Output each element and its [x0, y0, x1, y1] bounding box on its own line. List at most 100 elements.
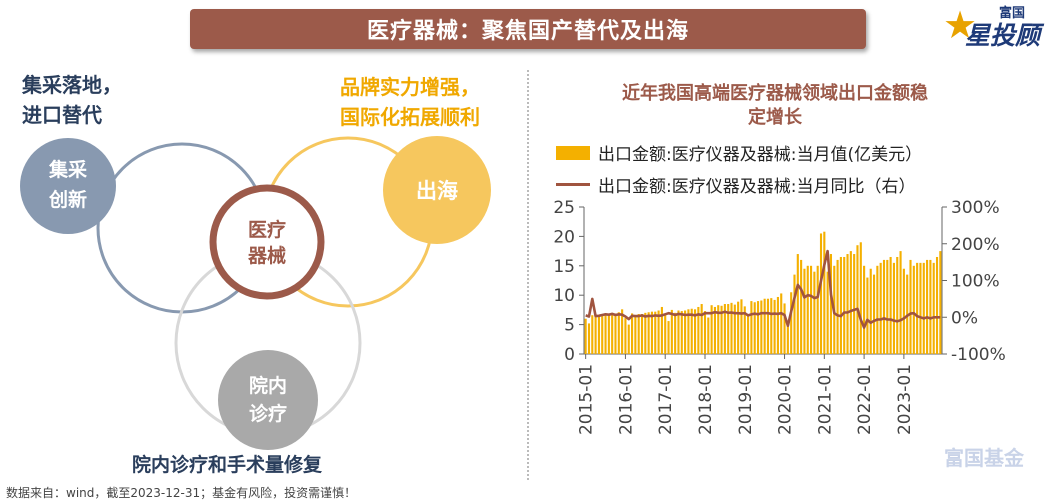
- center-node-bg: [209, 184, 325, 300]
- bar: [866, 277, 869, 354]
- bar: [856, 245, 859, 354]
- bar: [631, 313, 634, 354]
- bar: [717, 305, 720, 354]
- bar: [843, 256, 846, 354]
- bar: [654, 311, 657, 354]
- bar: [760, 300, 763, 354]
- bar: [889, 256, 892, 354]
- chart-title-line-2: 定增长: [748, 107, 802, 128]
- bar: [690, 308, 693, 354]
- bar: [740, 299, 743, 354]
- node-bottom-label-1: 院内: [249, 374, 287, 397]
- node-bottom-label-2: 诊疗: [249, 402, 287, 425]
- x-tick-label: 2019-01: [736, 364, 756, 435]
- bar: [876, 265, 879, 354]
- bar: [614, 313, 617, 354]
- bar: [660, 306, 663, 354]
- bar: [939, 251, 942, 354]
- bar: [829, 254, 833, 354]
- y-left-tick-label: 25: [553, 198, 575, 218]
- caption-right-line-1: 品牌实力增强，: [340, 75, 480, 99]
- bar: [627, 324, 630, 354]
- bar: [737, 301, 740, 354]
- bar: [882, 259, 886, 354]
- bar: [823, 231, 826, 354]
- bar: [796, 254, 799, 354]
- bar: [773, 299, 776, 354]
- bar: [766, 298, 770, 354]
- bar: [677, 310, 680, 354]
- bar: [594, 316, 597, 354]
- bar: [634, 315, 637, 354]
- legend-bar-label: 出口金额:医疗仪器及器械:当月值(亿美元）: [598, 145, 923, 165]
- bar: [790, 292, 793, 354]
- y-right-tick-label: -100%: [951, 345, 1006, 365]
- node-bottom-bg: [218, 350, 318, 450]
- bar: [584, 318, 587, 354]
- bar: [617, 312, 620, 354]
- page-title: 医疗器械：聚焦国产替代及出海: [366, 19, 689, 44]
- bar: [733, 304, 736, 354]
- bar: [611, 312, 614, 354]
- bar: [650, 311, 654, 354]
- bar: [806, 265, 809, 354]
- bar: [707, 317, 710, 354]
- y-left-tick-label: 15: [553, 257, 575, 277]
- venn-diagram: 集采 创新 出海 院内 诊疗 医疗 器械: [20, 136, 491, 450]
- bar: [902, 268, 905, 354]
- bar: [763, 298, 766, 354]
- bar: [916, 262, 919, 354]
- bar: [674, 312, 677, 354]
- bar: [872, 274, 876, 354]
- y-left-tick-label: 20: [553, 227, 575, 247]
- bar: [886, 259, 889, 354]
- bar: [624, 318, 627, 354]
- export-chart: 25 20 15 10 5 0 300% 200% 100% 0% -100% 2015-01 2016…: [553, 198, 1006, 435]
- bar: [664, 315, 667, 354]
- bar: [929, 259, 932, 354]
- bar: [859, 242, 862, 354]
- bar: [607, 314, 610, 354]
- bar: [932, 262, 935, 354]
- caption-bottom: 院内诊疗和手术量修复: [132, 454, 323, 476]
- legend-line-item: 出口金额:医疗仪器及器械:当月同比（右）: [556, 172, 915, 197]
- bar: [935, 256, 939, 354]
- bar: [846, 254, 849, 354]
- bar: [899, 251, 902, 354]
- bar: [753, 302, 756, 354]
- bar: [604, 313, 607, 354]
- legend-line-swatch: [556, 183, 590, 186]
- bar: [700, 304, 703, 354]
- y-right-tick-label: 0%: [951, 308, 978, 328]
- bar: [647, 312, 650, 354]
- bar: [727, 304, 730, 354]
- caption-left-line-2: 进口替代: [22, 103, 102, 127]
- bar: [687, 309, 690, 354]
- caption-right-line-2: 国际化拓展顺利: [340, 105, 480, 129]
- bar: [640, 314, 644, 354]
- bar: [816, 265, 819, 354]
- bar: [713, 306, 716, 354]
- bar: [720, 305, 723, 354]
- bar: [810, 265, 813, 354]
- node-right-bg: [383, 136, 491, 244]
- bar: [730, 302, 733, 354]
- bar: [869, 268, 872, 354]
- chart-title: 近年我国高端医疗器械领域出口金额稳 定增长: [560, 82, 990, 130]
- bar: [892, 262, 895, 354]
- bar: [723, 304, 726, 354]
- logo-main-text: 星投顾: [965, 21, 1041, 50]
- caption-left: 集采落地， 进口替代: [22, 70, 122, 130]
- bar: [800, 259, 803, 354]
- bar: [743, 306, 746, 354]
- caption-left-line-1: 集采落地，: [22, 73, 122, 97]
- bar: [587, 323, 591, 354]
- x-tick-label: 2023-01: [895, 364, 915, 435]
- bar: [621, 309, 624, 354]
- bar: [750, 301, 753, 354]
- bar: [697, 306, 700, 354]
- bar: [644, 312, 647, 354]
- bar: [853, 254, 856, 354]
- bar: [591, 315, 594, 354]
- bar: [896, 256, 899, 354]
